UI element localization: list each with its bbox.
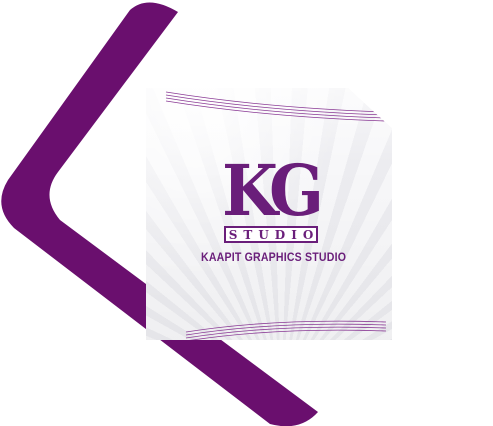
top-decorative-lines <box>165 91 387 122</box>
studio-label-box: STUDIO <box>224 226 318 243</box>
logo-letter-k: K <box>222 149 278 232</box>
logo-card <box>146 88 392 340</box>
bottom-decorative-lines <box>185 320 387 340</box>
company-name: KAAPIT GRAPHICS STUDIO <box>201 252 347 264</box>
kg-studio-logo: K G STUDIO <box>222 149 324 248</box>
studio-label: STUDIO <box>228 227 320 242</box>
logo-letter-g: G <box>269 149 324 232</box>
